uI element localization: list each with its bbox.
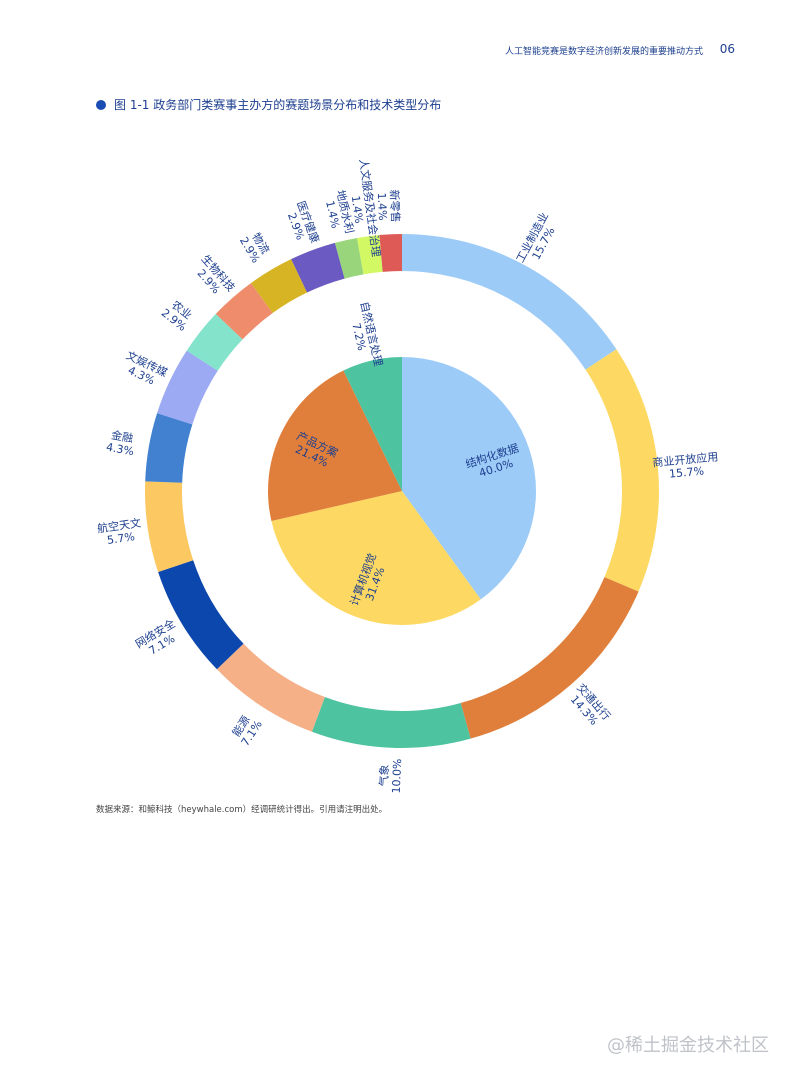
watermark: @稀土掘金技术社区 <box>607 1035 769 1056</box>
outer-ring-slice-15 <box>379 234 402 272</box>
header-title: 人工智能竞赛是数字经济创新发展的重要推动方式 <box>504 47 703 57</box>
outer-ring-slice-6 <box>144 481 194 572</box>
outer-ring-slice-7 <box>145 413 193 483</box>
outer-ring-label-7: 金融4.3% <box>105 427 137 458</box>
outer-ring-slice-12 <box>291 242 345 293</box>
outer-ring-scenarios: 工业制造业15.7% 商业开放应用15.7% 交通出行14.3% 气象10.0% 能源7… <box>96 158 720 794</box>
page-number: 06 <box>719 42 735 56</box>
outer-ring-slice-9 <box>186 313 243 371</box>
outer-ring-label-12: 医疗健康2.9% <box>282 199 322 250</box>
caption-bullet-icon <box>96 99 106 110</box>
outer-ring-label-9: 农业2.9% <box>159 296 197 334</box>
caption-text: 图 1-1 政务部门类赛事主办方的赛题场景分布和技术类型分布 <box>114 98 442 112</box>
inner-pie-slice-2 <box>268 370 402 522</box>
outer-ring-label-6: 航空天文5.7% <box>96 516 143 549</box>
outer-ring-label-5: 网络安全7.1% <box>133 616 184 662</box>
outer-ring-slice-11 <box>250 259 308 314</box>
outer-ring-slice-10 <box>215 283 273 340</box>
inner-pie-slice-0 <box>402 357 536 600</box>
inner-pie-slice-3 <box>343 357 402 491</box>
outer-ring-label-0: 工业制造业15.7% <box>513 210 563 271</box>
outer-ring-slice-4 <box>216 643 325 732</box>
outer-ring-label-1: 商业开放应用15.7% <box>652 449 720 482</box>
inner-pie-slice-1 <box>271 491 481 625</box>
outer-ring-slice-13 <box>334 237 364 279</box>
outer-ring-label-8: 文娱传媒4.3% <box>119 348 170 391</box>
source-note: 数据来源：和鲸科技（heywhale.com）经调研统计得出。引用请注明出处。 <box>96 805 388 815</box>
outer-ring-slice-0 <box>402 234 617 370</box>
inner-pie-technology: 结构化数据40.0%计算机视觉31.4%产品方案21.4%自然语言处理7.2% <box>268 300 536 625</box>
outer-ring-label-10: 生物科技2.9% <box>189 252 238 303</box>
outer-ring-label-15: 新零售1.4% <box>375 189 403 223</box>
outer-ring-slice-14 <box>357 234 383 275</box>
outer-ring-slice-8 <box>157 350 218 425</box>
figure-caption: 图 1-1 政务部门类赛事主办方的赛题场景分布和技术类型分布 <box>96 96 441 113</box>
outer-ring-label-11: 物流2.9% <box>237 228 274 266</box>
outer-ring-label-3: 气象10.0% <box>376 758 404 794</box>
outer-ring-slice-1 <box>585 349 659 592</box>
inner-pie-label-3: 自然语言处理7.2% <box>345 300 386 370</box>
outer-ring-slice-3 <box>311 697 471 748</box>
outer-ring-slice-5 <box>158 560 244 670</box>
outer-ring-slice-2 <box>460 577 639 739</box>
outer-ring-label-4: 能源7.1% <box>227 711 265 749</box>
outer-ring-label-2: 交通出行14.3% <box>565 680 614 731</box>
